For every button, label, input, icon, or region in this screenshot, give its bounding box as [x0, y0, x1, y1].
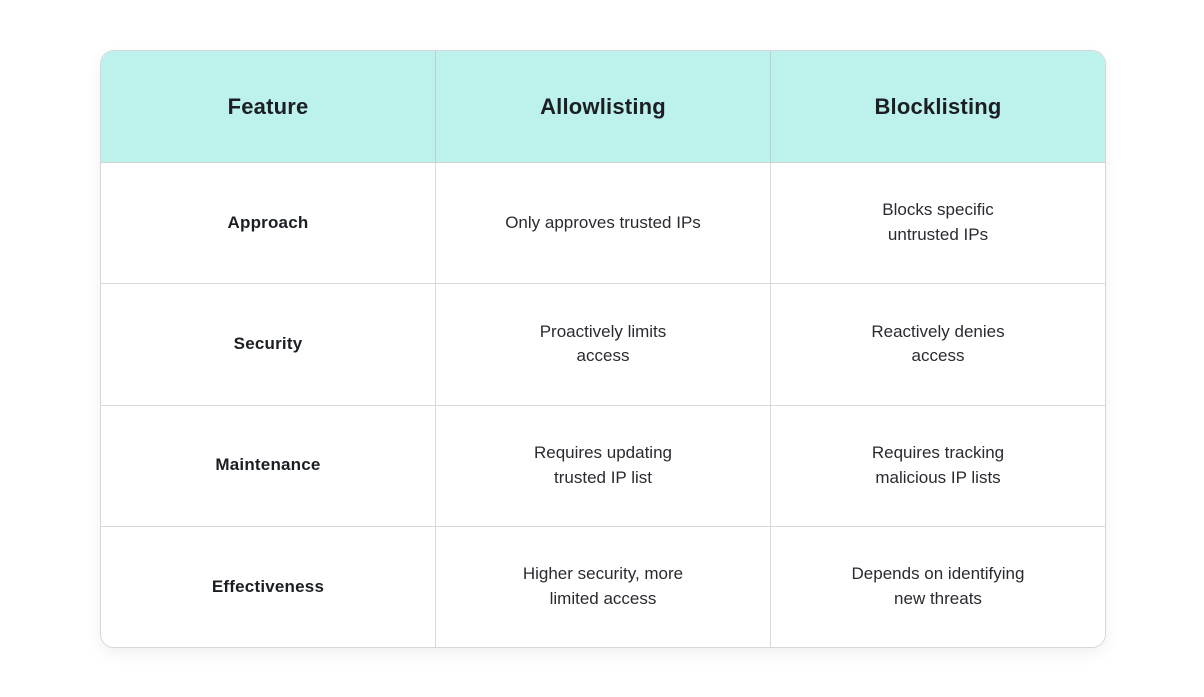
table-row-maintenance: Maintenance Requires updating trusted IP… — [101, 405, 1105, 527]
cell-blocklisting: Depends on identifying new threats — [851, 564, 1025, 608]
cell-allowlisting: Only approves trusted IPs — [436, 163, 771, 284]
cell-allowlisting: Proactively limits access — [436, 284, 771, 405]
cell-allowlisting: Higher security, more limited access — [436, 526, 771, 647]
cell-allowlisting: Requires updating trusted IP list — [436, 405, 771, 526]
table-row-approach: Approach Only approves trusted IPs Block… — [101, 163, 1105, 285]
column-header-feature: Feature — [101, 51, 436, 162]
row-label: Approach — [101, 163, 436, 284]
cell-blocklisting: Blocks specific untrusted IPs — [882, 200, 994, 245]
table-body: Approach Only approves trusted IPs Block… — [101, 163, 1105, 647]
table-row-security: Security Proactively limits access React… — [101, 284, 1105, 406]
table-row-effectiveness: Effectiveness Higher security, more limi… — [101, 526, 1105, 647]
table-header-row: Feature Allowlisting Blocklisting — [101, 51, 1105, 163]
row-label: Security — [101, 284, 436, 405]
column-header-blocklisting: Blocklisting — [874, 93, 1002, 119]
column-header-allowlisting: Allowlisting — [436, 51, 771, 162]
cell-blocklisting: Reactively denies access — [871, 321, 1005, 366]
row-label: Maintenance — [101, 405, 436, 526]
row-label: Effectiveness — [101, 526, 436, 647]
comparison-table-card: Feature Allowlisting Blocklisting Approa… — [100, 50, 1106, 648]
cell-blocklisting: Requires tracking malicious IP lists — [871, 442, 1005, 487]
